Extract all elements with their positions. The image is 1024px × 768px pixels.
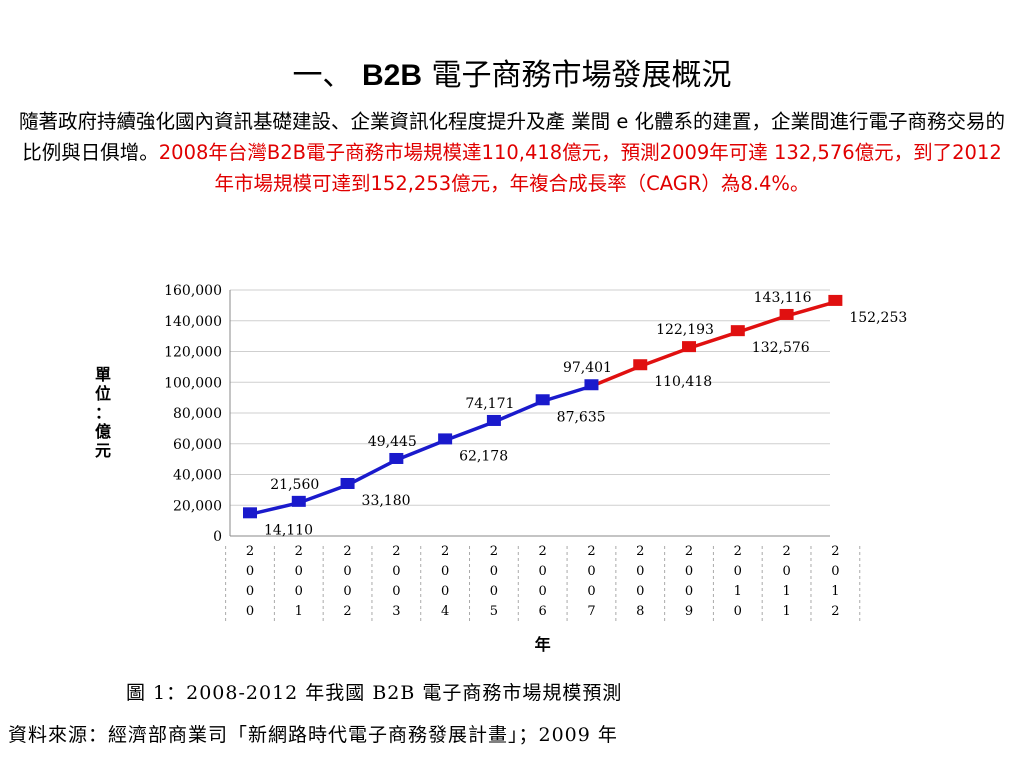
data-label: 122,193 xyxy=(656,322,714,338)
intro-highlight: 2008年台灣B2B電子商務市場規模達110,418億元，預測2009年可達 1… xyxy=(158,141,1002,195)
data-point xyxy=(828,294,843,306)
data-point xyxy=(584,379,599,391)
chart-svg: 0 20,000 40,000 60,000 80,000 100,000 120,000 1… xyxy=(95,283,907,654)
source-note: 資料來源：經濟部商業司「新網路時代電子商務發展計畫」；2009 年 xyxy=(8,724,618,746)
data-label: 74,171 xyxy=(465,396,514,412)
title-prefix: 一、 xyxy=(292,58,353,93)
y-tick-label: 60,000 xyxy=(173,437,222,453)
slide-title: 一、 B2B 電子商務市場發展概況 xyxy=(0,58,1024,94)
figure-caption: 圖 1：2008-2012 年我國 B2B 電子商務市場規模預測 xyxy=(126,682,623,704)
y-tick-label: 120,000 xyxy=(164,345,222,361)
data-point xyxy=(730,325,745,337)
y-tick-label: 80,000 xyxy=(173,406,222,422)
data-label: 143,116 xyxy=(754,290,812,306)
series-line xyxy=(249,384,592,517)
data-point xyxy=(633,359,648,371)
data-point xyxy=(682,341,697,353)
title-b2b: B2B xyxy=(361,59,422,92)
data-label: 62,178 xyxy=(459,448,508,464)
series-line xyxy=(590,300,836,388)
intro-text: 隨著政府持續強化國內資訊基礎建設、企業資訊化程度提升及產 業間 e 化體系的建置… xyxy=(18,110,1006,164)
data-point xyxy=(486,414,501,426)
title-rest: 電子商務市場發展概況 xyxy=(431,58,732,93)
data-point xyxy=(779,308,794,320)
y-tick-label: 40,000 xyxy=(173,468,222,484)
data-label: 132,576 xyxy=(752,340,810,356)
intro-paragraph: 隨著政府持續強化國內資訊基礎建設、企業資訊化程度提升及產 業間 e 化體系的建置… xyxy=(14,106,1010,199)
data-label: 14,110 xyxy=(264,522,313,538)
data-label: 49,445 xyxy=(368,434,417,450)
data-label: 21,560 xyxy=(270,477,319,493)
y-tick-label: 160,000 xyxy=(164,283,222,299)
data-label: 110,418 xyxy=(654,374,712,390)
data-label: 33,180 xyxy=(362,493,411,509)
data-label: 87,635 xyxy=(557,409,606,425)
x-axis-label: 年 xyxy=(535,635,551,654)
data-point xyxy=(438,433,453,445)
data-point xyxy=(243,507,257,519)
y-axis-label: 單位：億元 xyxy=(95,365,111,460)
data-label: 97,401 xyxy=(563,360,612,376)
y-tick-label: 140,000 xyxy=(164,314,222,330)
y-tick-label: 0 xyxy=(213,529,222,545)
y-tick-label: 20,000 xyxy=(173,498,222,514)
data-point xyxy=(291,495,306,507)
data-point xyxy=(535,394,550,406)
y-tick-label: 100,000 xyxy=(164,375,222,391)
data-point xyxy=(389,452,404,464)
market-size-chart: 0 20,000 40,000 60,000 80,000 100,000 120,000 1… xyxy=(70,270,970,670)
data-label: 152,253 xyxy=(849,310,907,326)
data-point xyxy=(340,477,355,489)
